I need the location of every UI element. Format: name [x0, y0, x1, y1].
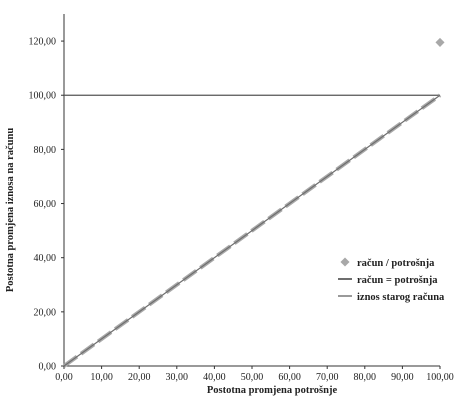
y-tick-label: 120,00	[29, 37, 57, 48]
legend-item-2: iznos starog računa	[338, 292, 445, 303]
legend-item-0: račun / potrošnja	[340, 257, 435, 269]
x-axis-title: Postotna promjena potrošnje	[207, 385, 338, 396]
y-tick-label: 60,00	[34, 199, 57, 210]
y-tick-label: 100,00	[29, 91, 57, 102]
x-tick-label: 0,00	[55, 372, 73, 383]
series-layer	[62, 37, 445, 368]
legend-label-0: račun / potrošnja	[357, 258, 435, 269]
y-tick-label: 0,00	[39, 362, 57, 373]
y-tick-label: 40,00	[34, 253, 57, 264]
x-tick-label: 40,00	[203, 372, 226, 383]
y-tick-labels: 0,00 20,00 40,00 60,00 80,00 100,00 120,00	[29, 37, 64, 373]
x-tick-label: 90,00	[391, 372, 414, 383]
y-tick-label: 80,00	[34, 145, 57, 156]
x-tick-label: 60,00	[278, 372, 301, 383]
x-tick-label: 100,00	[426, 372, 454, 383]
identity-line	[63, 94, 441, 367]
y-tick-label: 20,00	[34, 307, 57, 318]
legend: račun / potrošnja račun = potrošnja izno…	[338, 257, 445, 303]
x-tick-label: 20,00	[128, 372, 151, 383]
x-tick-labels: 0,00 10,00 20,00 30,00 40,00 50,00 60,00 70,00 8…	[55, 366, 454, 383]
x-tick-label: 70,00	[316, 372, 339, 383]
legend-label-1: račun = potrošnja	[357, 275, 438, 286]
x-tick-label: 30,00	[166, 372, 189, 383]
axes	[63, 14, 440, 367]
x-tick-label: 80,00	[354, 372, 377, 383]
y-axis-title: Postotna promjena iznosa na računu	[5, 128, 16, 292]
x-tick-label: 50,00	[241, 372, 264, 383]
x-tick-label: 10,00	[90, 372, 113, 383]
legend-item-1: račun = potrošnja	[338, 275, 438, 286]
legend-label-2: iznos starog računa	[357, 292, 445, 303]
data-point-diamond	[435, 37, 445, 47]
legend-marker-diamond	[340, 257, 350, 267]
